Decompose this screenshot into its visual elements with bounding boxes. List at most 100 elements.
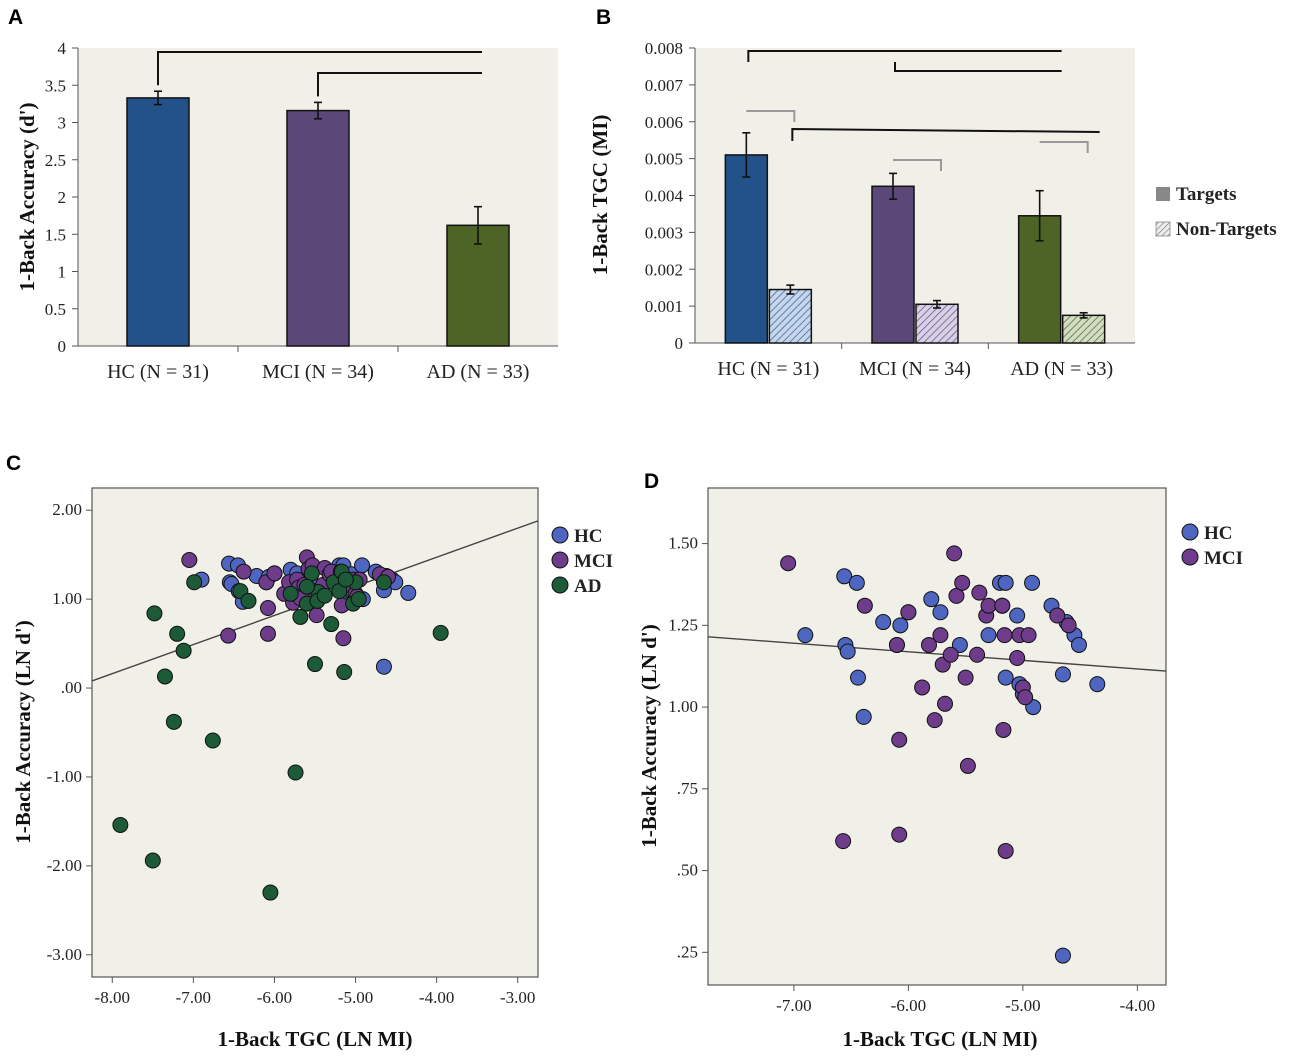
panel-d-point-hc [836,568,853,585]
panel-b-bar-non-targets [768,288,813,344]
legend-non-targets-label: Non-Targets [1176,219,1277,240]
panel-c-point-mci [181,552,198,569]
panel-c-point-ad [186,574,203,591]
panel-a-ytick-label: 1.5 [45,225,66,244]
panel-a-significance-bracket [157,51,482,86]
panel-d-xtick-label: -6.00 [891,996,926,1015]
panel-c-point-ad [298,578,315,595]
panel-d-point-mci [1049,607,1066,624]
panel-d-plot-area [707,487,1167,986]
panel-c-ytick-label: 2.00 [52,500,82,519]
panel-c-point-ad [240,592,257,609]
panel-a-ytick-label: 0 [58,337,67,356]
panel-d-ytick-label: 1.50 [668,534,698,553]
panel-c-point-ad [146,605,163,622]
panel-c-point-ad [282,585,299,602]
panel-d-point-mci [891,731,908,748]
panel-a-significance-bracket [317,72,482,97]
panel-c-point-ad [169,625,186,642]
panel-c-point-ad [336,664,353,681]
panel-c-legend-mci-label: MCI [574,551,613,572]
panel-d-point-mci [1020,627,1037,644]
panel-a-category-label: MCI (N = 34) [262,361,374,383]
panel-a-category-label: AD (N = 33) [427,361,530,383]
panel-c-point-ad [337,571,354,588]
panel-d-point-hc [997,574,1014,591]
panel-d-point-mci [1017,689,1034,706]
panel-d-point-mci [969,646,986,663]
panel-d-legend-mci-label: MCI [1204,548,1243,569]
panel-b-ytick-label: 0.002 [645,260,683,279]
panel-c-xtick-label: -6.00 [257,988,292,1007]
panel-b-category-label: AD (N = 33) [1010,358,1113,380]
panel-d-legend-hc-label: HC [1204,523,1233,544]
panel-a-ytick-label: 2.5 [45,151,66,170]
panel-d-point-mci [997,842,1014,859]
panel-d-point-mci [954,574,971,591]
panel-d-point-mci [995,721,1012,738]
panel-c-xtick-label: -8.00 [95,988,130,1007]
panel-b-target-vs-nontarget-bracket [893,159,942,171]
panel-d-point-mci [926,712,943,729]
panel-c-xtick-label: -5.00 [338,988,373,1007]
panel-d-point-mci [996,627,1013,644]
panel-a-ytick-label: 2 [58,188,67,207]
panel-c-legend-ad-marker [551,576,569,594]
panel-d-legend-mci-marker [1181,548,1199,566]
panel-letter-a: A [8,6,23,29]
panel-d-point-mci [942,646,959,663]
panel-d-point-hc [1089,676,1106,693]
panel-d-point-mci [946,545,963,562]
panel-d-ytick-label: .25 [677,942,698,961]
panel-d-point-hc [1054,947,1071,964]
panel-d-point-hc [951,636,968,653]
panel-c-legend-hc-label: HC [574,526,603,547]
panel-c-ylabel: 1-Back Accuracy (LN d') [11,620,35,843]
panel-c-point-mci [259,625,276,642]
panel-b-ytick-label: 0.008 [645,39,683,58]
panel-c-point-ad [287,764,304,781]
panel-a-ytick-label: 1 [58,263,67,282]
panel-c-point-ad [204,732,221,749]
panel-b-ytick-label: 0.007 [645,76,684,95]
panel-d-point-mci [980,597,997,614]
panel-b-ytick-label: 0 [675,334,684,353]
panel-d-point-mci [1009,650,1026,667]
panel-d-xtick-label: -7.00 [776,996,811,1015]
panel-c-point-ad [375,574,392,591]
panel-d-xtick-label: -4.00 [1120,996,1155,1015]
panel-letter-d: D [644,470,659,493]
panel-c-xtick-label: -4.00 [419,988,454,1007]
panel-b-category-label: MCI (N = 34) [859,358,971,380]
panel-d-point-mci [937,695,954,712]
panel-d-point-hc [892,617,909,634]
panel-d-point-hc [1054,666,1071,683]
panel-c-point-hc [354,557,371,574]
panel-d-point-mci [957,669,974,686]
panel-a-bar [286,109,350,347]
panel-d-point-hc [980,627,997,644]
panel-c-point-ad [144,852,161,869]
panel-b-bar-non-targets [915,303,959,344]
panel-d-point-mci [891,826,908,843]
panel-c-legend-hc-marker [551,526,569,544]
panel-c-point-ad [323,616,340,633]
panel-b-significance-bracket [791,127,1100,141]
panel-d-point-mci [971,584,988,601]
panel-b-ytick-label: 0.003 [645,223,683,242]
panel-c-ytick-label: -2.00 [47,856,82,875]
panel-c-point-hc [375,658,392,675]
legend-targets-label: Targets [1176,184,1237,205]
panel-a-ylabel: 1-Back Accuracy (d') [15,103,39,292]
panel-c-point-mci [259,600,276,617]
panel-d-point-hc [1070,636,1087,653]
panel-c-ytick-label: .00 [61,678,82,697]
panel-d-xlabel: 1-Back TGC (LN MI) [842,1027,1037,1051]
panel-d-point-mci [959,757,976,774]
panel-c-point-ad [350,591,367,608]
panel-d-point-mci [914,679,931,696]
panel-c-xlabel: 1-Back TGC (LN MI) [217,1027,412,1051]
panel-c-point-ad [112,816,129,833]
panel-b-ytick-label: 0.006 [645,113,683,132]
